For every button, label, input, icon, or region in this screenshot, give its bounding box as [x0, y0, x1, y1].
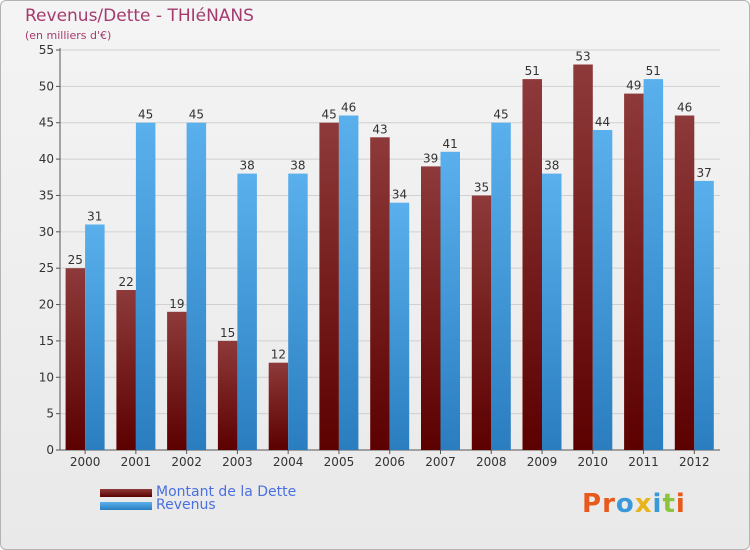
- data-label-dette: 43: [372, 122, 387, 136]
- data-label-dette: 53: [575, 50, 590, 64]
- y-tick-label: 50: [39, 79, 54, 93]
- bar-dette: [573, 64, 593, 450]
- y-tick-label: 25: [39, 261, 54, 275]
- bar-dette: [471, 195, 492, 450]
- bar-dette: [674, 115, 695, 450]
- bar-revenus: [592, 130, 613, 450]
- bar-revenus: [643, 79, 664, 450]
- y-tick-label: 15: [39, 334, 54, 348]
- x-tick-label: 2006: [374, 455, 405, 469]
- data-label-dette: 12: [271, 348, 286, 362]
- data-label-revenus: 51: [646, 64, 661, 78]
- bar-dette: [624, 93, 644, 450]
- data-label-revenus: 31: [87, 210, 102, 224]
- bar-revenus: [288, 173, 308, 450]
- labels: 25 31 22 45 19 45 15 38 12 38 45 46 43 34 39 41 35 45 51 38…: [68, 50, 712, 362]
- data-label-revenus: 45: [493, 108, 508, 122]
- bar-revenus: [338, 115, 359, 450]
- bar-revenus: [440, 151, 460, 451]
- bar-dette: [167, 311, 187, 450]
- bar-revenus: [186, 122, 207, 450]
- bar-revenus: [85, 224, 105, 450]
- legend-swatch-debt: [100, 489, 152, 497]
- bar-dette: [217, 340, 238, 450]
- chart-title: Revenus/Dette - THIéNANS: [25, 6, 254, 26]
- data-label-revenus: 41: [443, 137, 458, 151]
- bar-revenus: [237, 173, 257, 450]
- data-label-dette: 35: [474, 181, 489, 195]
- logo-letter: i: [652, 489, 663, 519]
- bar-revenus: [694, 180, 714, 450]
- x-tick-label: 2009: [527, 455, 558, 469]
- x-tick-label: 2005: [324, 455, 355, 469]
- data-label-revenus: 37: [696, 166, 711, 180]
- logo-letter: o: [615, 489, 635, 519]
- x-tick-label: 2011: [628, 455, 659, 469]
- data-label-dette: 51: [525, 64, 540, 78]
- bar-dette: [522, 79, 542, 450]
- data-label-revenus: 38: [544, 159, 559, 173]
- bar-dette: [370, 137, 390, 451]
- bar-dette: [319, 122, 339, 450]
- bar-dette: [65, 268, 86, 450]
- data-label-dette: 25: [68, 253, 83, 267]
- logo-letter: r: [602, 489, 616, 519]
- data-label-revenus: 45: [138, 108, 153, 122]
- logo-letter: t: [662, 489, 676, 519]
- bar-revenus: [389, 202, 410, 450]
- logo-letter: i: [675, 489, 686, 519]
- proxiti-logo: Proxiti: [582, 489, 686, 519]
- data-label-revenus: 38: [240, 159, 255, 173]
- data-label-revenus: 34: [392, 188, 407, 202]
- data-label-dette: 45: [322, 108, 337, 122]
- chart-subtitle: (en milliers d'€): [25, 29, 112, 42]
- logo-letter: P: [582, 489, 603, 519]
- logo-letter: x: [634, 489, 653, 519]
- y-tick-label: 30: [39, 225, 54, 239]
- legend-label-debt: Montant de la Dette: [156, 484, 297, 500]
- data-label-revenus: 38: [290, 159, 305, 173]
- x-tick-label: 2004: [273, 455, 304, 469]
- data-label-revenus: 44: [595, 115, 610, 129]
- x-tick-label: 2000: [70, 455, 101, 469]
- x-tick-label: 2007: [425, 455, 456, 469]
- data-label-dette: 22: [118, 275, 133, 289]
- bar-revenus: [135, 122, 156, 450]
- x-tick-label: 2003: [222, 455, 253, 469]
- bar-revenus: [491, 122, 511, 450]
- y-tick-label: 0: [46, 443, 54, 457]
- data-label-dette: 39: [423, 151, 438, 165]
- bar-dette: [268, 362, 289, 450]
- y-tick-label: 55: [39, 43, 54, 57]
- bar-dette: [421, 166, 441, 450]
- bar-revenus: [542, 173, 562, 450]
- y-tick-label: 45: [39, 116, 54, 130]
- data-label-dette: 15: [220, 326, 235, 340]
- y-tick-label: 20: [39, 298, 54, 312]
- x-tick-label: 2001: [121, 455, 152, 469]
- legend-swatch-revenus: [100, 502, 152, 510]
- x-tick-label: 2012: [679, 455, 710, 469]
- bar-dette: [116, 290, 136, 450]
- y-tick-label: 10: [39, 370, 54, 384]
- legend-label-revenus: Revenus: [156, 497, 216, 513]
- x-tick-label: 2002: [171, 455, 202, 469]
- y-tick-label: 40: [39, 152, 54, 166]
- x-tick-label: 2010: [578, 455, 609, 469]
- data-label-revenus: 46: [341, 101, 356, 115]
- data-label-revenus: 45: [189, 108, 204, 122]
- y-tick-label: 5: [46, 407, 54, 421]
- data-label-dette: 19: [169, 297, 184, 311]
- data-label-dette: 46: [677, 101, 692, 115]
- y-tick-label: 35: [39, 188, 54, 202]
- bars: [65, 64, 714, 451]
- x-tick-label: 2008: [476, 455, 507, 469]
- data-label-dette: 49: [626, 79, 641, 93]
